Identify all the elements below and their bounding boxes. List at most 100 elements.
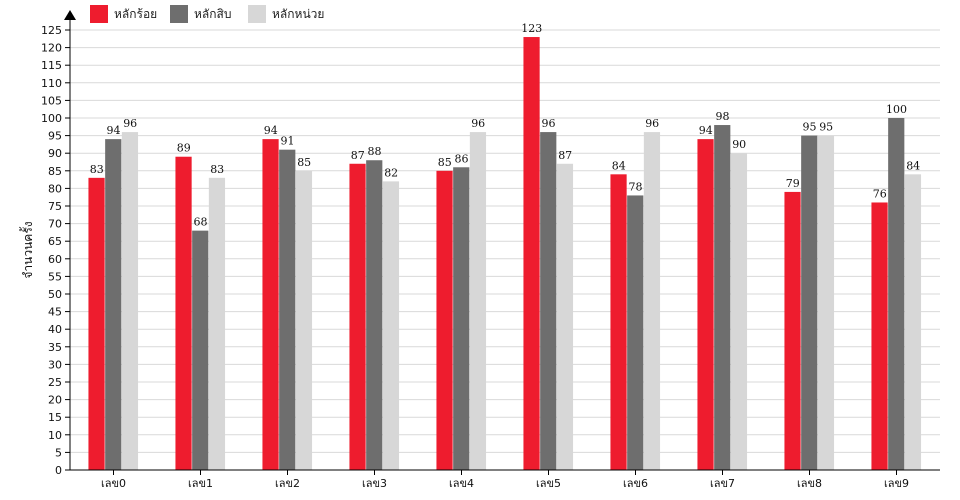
legend-label: หลักร้อย — [114, 7, 157, 21]
data-label: 96 — [542, 117, 556, 130]
y-tick-label: 65 — [48, 235, 62, 248]
bar — [556, 163, 574, 470]
y-tick-label: 90 — [48, 147, 62, 160]
bar — [88, 177, 105, 470]
bar — [382, 181, 400, 471]
x-ticks: เลข0 เลข1 เลข2 เลข3 เลข4 เลข5 เลข6 เลข7 เลข8 เลข9 — [101, 470, 909, 490]
data-label: 87 — [351, 149, 365, 162]
data-label: 78 — [629, 180, 643, 193]
legend-item: หลักหน่วย — [248, 5, 324, 23]
data-label: 95 — [819, 121, 833, 134]
bar — [279, 149, 296, 470]
data-label: 94 — [699, 124, 713, 137]
bar — [469, 132, 487, 470]
data-label: 83 — [210, 163, 224, 176]
bar — [295, 170, 313, 471]
y-tick-label: 30 — [48, 358, 62, 371]
data-label: 85 — [297, 156, 311, 169]
bar — [817, 135, 835, 470]
y-tick-label: 70 — [48, 218, 62, 231]
bar — [610, 174, 627, 470]
bar — [871, 202, 888, 471]
y-tick-label: 75 — [48, 200, 62, 213]
data-label: 86 — [455, 152, 469, 165]
data-label: 96 — [123, 117, 137, 130]
x-tick-label: เลข4 — [449, 477, 474, 490]
y-tick-label: 55 — [48, 270, 62, 283]
data-label: 96 — [471, 117, 485, 130]
y-axis-title: จำนวนครั้ง — [19, 221, 35, 278]
bar — [697, 139, 714, 470]
data-label: 83 — [90, 163, 104, 176]
bar — [453, 167, 470, 470]
bar — [192, 230, 209, 470]
y-tick-label: 15 — [48, 411, 62, 424]
y-tick-label: 60 — [48, 253, 62, 266]
bar — [714, 125, 731, 470]
bar — [888, 118, 905, 470]
bar — [523, 37, 540, 470]
y-tick-label: 5 — [55, 446, 62, 459]
x-tick-label: เลข9 — [884, 477, 909, 490]
legend: หลักร้อย หลักสิบ หลักหน่วย — [90, 5, 324, 23]
data-label: 98 — [716, 110, 730, 123]
bars — [88, 37, 922, 471]
data-label: 96 — [645, 117, 659, 130]
bar — [904, 174, 922, 470]
bar — [349, 163, 366, 470]
data-label: 85 — [438, 156, 452, 169]
data-label: 123 — [521, 22, 542, 35]
bar — [784, 191, 801, 471]
legend-label: หลักหน่วย — [272, 7, 324, 21]
bar — [121, 132, 139, 470]
data-label: 94 — [107, 124, 121, 137]
y-tick-label: 45 — [48, 306, 62, 319]
y-tick-label: 35 — [48, 341, 62, 354]
y-tick-label: 115 — [41, 59, 62, 72]
data-label: 100 — [886, 103, 907, 116]
data-label: 90 — [732, 138, 746, 151]
bar — [801, 135, 818, 470]
bar — [730, 153, 748, 470]
x-tick-label: เลข5 — [536, 477, 561, 490]
data-label: 82 — [384, 166, 398, 179]
y-tick-label: 85 — [48, 165, 62, 178]
legend-swatch — [170, 5, 188, 23]
x-tick-label: เลข2 — [275, 477, 300, 490]
y-tick-label: 20 — [48, 394, 62, 407]
data-label: 84 — [906, 159, 920, 172]
data-label: 89 — [177, 142, 191, 155]
data-label: 76 — [873, 187, 887, 200]
bar — [643, 132, 661, 470]
legend-swatch — [248, 5, 266, 23]
legend-label: หลักสิบ — [194, 7, 231, 21]
y-ticks: 0 5 10 15 20 25 30 35 40 45 50 55 60 65 70 75 80 85 90 95 10… — [41, 24, 70, 477]
x-tick-label: เลข6 — [623, 477, 648, 490]
data-label: 84 — [612, 159, 626, 172]
x-tick-label: เลข0 — [101, 477, 126, 490]
data-label: 79 — [786, 177, 800, 190]
y-tick-label: 100 — [41, 112, 62, 125]
bar — [436, 170, 453, 471]
bar — [540, 132, 557, 470]
y-tick-label: 125 — [41, 24, 62, 37]
y-tick-label: 40 — [48, 323, 62, 336]
data-label: 95 — [803, 121, 817, 134]
legend-item: หลักร้อย — [90, 5, 157, 23]
bar — [175, 156, 192, 470]
y-tick-label: 80 — [48, 182, 62, 195]
y-tick-label: 105 — [41, 94, 62, 107]
y-tick-label: 10 — [48, 429, 62, 442]
bar — [105, 139, 122, 470]
data-label: 68 — [194, 216, 208, 229]
y-tick-label: 110 — [41, 77, 62, 90]
x-tick-label: เลข8 — [797, 477, 822, 490]
legend-item: หลักสิบ — [170, 5, 231, 23]
bar — [627, 195, 644, 470]
bar — [262, 139, 279, 470]
x-tick-label: เลข1 — [188, 477, 213, 490]
y-tick-label: 25 — [48, 376, 62, 389]
y-tick-label: 0 — [55, 464, 62, 477]
data-label: 91 — [281, 135, 295, 148]
